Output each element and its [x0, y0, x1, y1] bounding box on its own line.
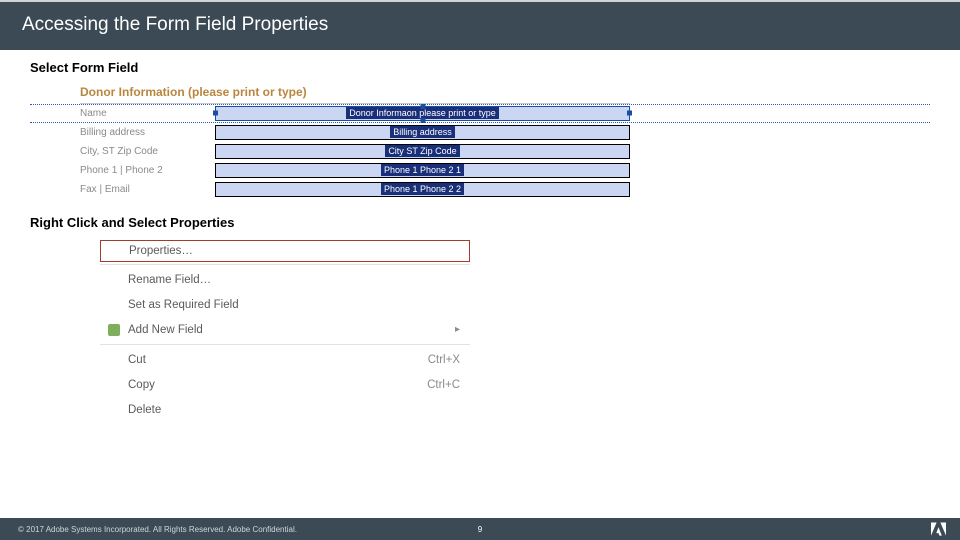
form-section-header: Donor Information (please print or type): [80, 82, 630, 104]
shortcut-label: Ctrl+X: [428, 354, 460, 366]
copyright-text: © 2017 Adobe Systems Incorporated. All R…: [18, 525, 297, 534]
adobe-logo-icon: [931, 522, 946, 536]
page-number: 9: [478, 525, 482, 534]
footer-bar: © 2017 Adobe Systems Incorporated. All R…: [0, 518, 960, 540]
menu-separator: [100, 264, 470, 265]
field-tag: Phone 1 Phone 2 1: [381, 164, 464, 176]
field-tag: Phone 1 Phone 2 2: [381, 183, 464, 195]
menu-item-copy[interactable]: Copy Ctrl+C: [100, 372, 470, 397]
add-field-icon: [108, 324, 120, 336]
form-field[interactable]: Billing address: [215, 125, 630, 140]
field-label: City, ST Zip Code: [80, 146, 215, 157]
context-menu: Properties… Rename Field… Set as Require…: [100, 240, 470, 422]
page-title: Accessing the Form Field Properties: [22, 14, 938, 36]
form-field-mock: Donor Information (please print or type)…: [80, 82, 630, 199]
form-row: Billing address Billing address: [80, 123, 630, 142]
form-field-selected[interactable]: Donor Informaon please print or type: [215, 106, 630, 121]
form-row: City, ST Zip Code City ST Zip Code: [80, 142, 630, 161]
shortcut-label: Ctrl+C: [427, 379, 460, 391]
form-field[interactable]: City ST Zip Code: [215, 144, 630, 159]
menu-item-cut[interactable]: Cut Ctrl+X: [100, 347, 470, 372]
menu-item-required[interactable]: Set as Required Field: [100, 292, 470, 317]
form-row: Fax | Email Phone 1 Phone 2 2: [80, 180, 630, 199]
field-label: Fax | Email: [80, 184, 215, 195]
menu-item-rename[interactable]: Rename Field…: [100, 267, 470, 292]
chevron-right-icon: ▸: [455, 324, 460, 335]
step1-label: Select Form Field: [30, 60, 930, 76]
menu-item-delete[interactable]: Delete: [100, 397, 470, 422]
form-field[interactable]: Phone 1 Phone 2 2: [215, 182, 630, 197]
field-tag: City ST Zip Code: [385, 145, 459, 157]
field-label: Name: [80, 108, 215, 119]
menu-item-add-new-field[interactable]: Add New Field ▸: [100, 317, 470, 342]
content-area: Select Form Field Donor Information (ple…: [0, 50, 960, 422]
title-bar: Accessing the Form Field Properties: [0, 0, 960, 50]
menu-item-properties[interactable]: Properties…: [100, 240, 470, 262]
field-tag: Billing address: [390, 126, 455, 138]
step2-label: Right Click and Select Properties: [30, 215, 930, 230]
form-field[interactable]: Phone 1 Phone 2 1: [215, 163, 630, 178]
field-label: Phone 1 | Phone 2: [80, 165, 215, 176]
menu-separator: [100, 344, 470, 345]
field-label: Billing address: [80, 127, 215, 138]
form-row: Name Donor Informaon please print or typ…: [80, 104, 630, 123]
form-row: Phone 1 | Phone 2 Phone 1 Phone 2 1: [80, 161, 630, 180]
